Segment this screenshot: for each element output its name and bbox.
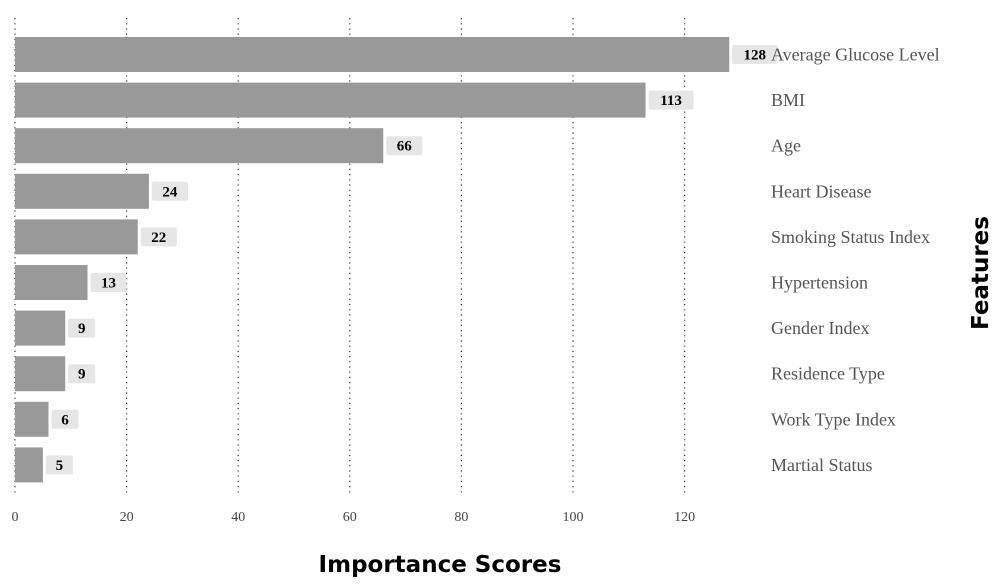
value-label: 113 [660, 93, 682, 109]
category-label: Smoking Status Index [771, 227, 930, 247]
value-label: 9 [78, 321, 86, 337]
value-labels: 128 113 66 24 22 13 9 9 6 5 [45, 45, 778, 475]
category-label: Heart Disease [771, 181, 871, 201]
bar [15, 265, 88, 300]
x-tick-label: 0 [12, 510, 19, 525]
value-label-box [51, 409, 79, 429]
value-label: 128 [743, 48, 766, 64]
bar [15, 401, 49, 437]
value-label-box [45, 455, 73, 475]
value-label-box [90, 273, 127, 292]
y-axis-title: Features [968, 216, 994, 330]
bar [15, 356, 66, 392]
x-tick-label: 120 [674, 510, 695, 525]
x-tick-label: 60 [343, 510, 357, 525]
category-label: Residence Type [771, 364, 885, 384]
x-axis-title: Importance Scores [319, 552, 562, 578]
x-tick-label: 80 [454, 510, 468, 525]
value-label-box [68, 318, 96, 338]
x-tick-label: 20 [120, 510, 134, 525]
category-label: Age [771, 136, 801, 156]
value-label: 6 [61, 412, 69, 428]
category-label: Hypertension [771, 273, 868, 293]
value-label-box [140, 227, 177, 247]
value-label: 24 [162, 184, 178, 200]
value-label-box [732, 45, 778, 64]
x-tick-label: 100 [563, 510, 584, 525]
bar [15, 310, 66, 346]
category-label: Martial Status [771, 455, 873, 475]
bar [15, 37, 730, 72]
category-label: Work Type Index [771, 409, 896, 429]
value-label-box [648, 90, 694, 110]
bar [15, 173, 149, 209]
value-label-box [386, 136, 423, 156]
value-label-box [151, 181, 188, 201]
value-label: 66 [397, 139, 413, 155]
value-label: 13 [101, 276, 116, 292]
x-tick-labels: 0 20 40 60 80 100 120 [12, 510, 696, 525]
bar [15, 219, 138, 255]
category-label: BMI [771, 90, 805, 110]
category-labels: Average Glucose Level BMI Age Heart Disease… [771, 45, 940, 475]
category-label: Gender Index [771, 318, 869, 338]
x-tick-label: 40 [231, 510, 245, 525]
bar [15, 128, 384, 164]
value-label: 5 [56, 458, 64, 474]
bars [15, 37, 730, 483]
value-label-box [68, 364, 96, 384]
bar [15, 82, 646, 118]
value-label: 22 [151, 230, 166, 246]
bar [15, 447, 43, 483]
value-label: 9 [78, 367, 86, 383]
category-label: Average Glucose Level [771, 45, 940, 65]
